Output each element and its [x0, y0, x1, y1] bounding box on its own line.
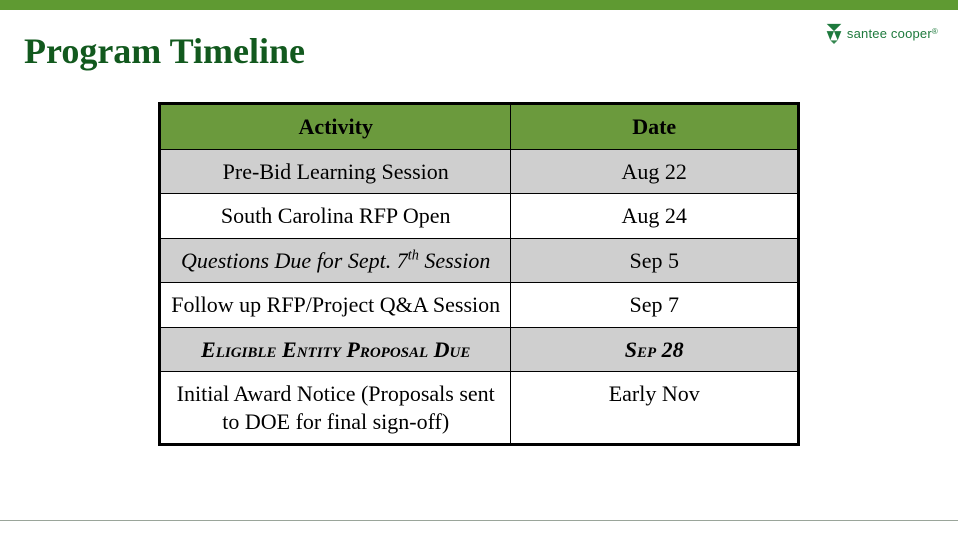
date-cell: Aug 24 [511, 194, 799, 239]
registered-mark: ® [932, 27, 938, 36]
timeline-tbody: Pre-Bid Learning SessionAug 22South Caro… [160, 149, 799, 445]
activity-cell: Initial Award Notice (Proposals sent to … [160, 372, 511, 445]
table-row: Questions Due for Sept. 7th SessionSep 5 [160, 238, 799, 283]
date-cell: Early Nov [511, 372, 799, 445]
table-header-row: Activity Date [160, 104, 799, 150]
bottom-divider [0, 520, 958, 521]
date-cell: Sep 28 [511, 327, 799, 372]
leaf-icon [823, 22, 845, 44]
table-row: Pre-Bid Learning SessionAug 22 [160, 149, 799, 194]
activity-cell: South Carolina RFP Open [160, 194, 511, 239]
table-row: Eligible Entity Proposal DueSep 28 [160, 327, 799, 372]
table-row: South Carolina RFP OpenAug 24 [160, 194, 799, 239]
activity-cell: Eligible Entity Proposal Due [160, 327, 511, 372]
col-header-activity: Activity [160, 104, 511, 150]
table-row: Follow up RFP/Project Q&A SessionSep 7 [160, 283, 799, 328]
table-row: Initial Award Notice (Proposals sent to … [160, 372, 799, 445]
activity-cell: Pre-Bid Learning Session [160, 149, 511, 194]
activity-cell: Questions Due for Sept. 7th Session [160, 238, 511, 283]
top-accent-bar [0, 0, 958, 10]
page-title: Program Timeline [24, 30, 305, 72]
col-header-date: Date [511, 104, 799, 150]
date-cell: Sep 7 [511, 283, 799, 328]
activity-cell: Follow up RFP/Project Q&A Session [160, 283, 511, 328]
brand-logo-text: santee cooper® [847, 26, 938, 41]
date-cell: Sep 5 [511, 238, 799, 283]
brand-logo: santee cooper® [823, 22, 938, 44]
timeline-table: Activity Date Pre-Bid Learning SessionAu… [158, 102, 800, 446]
date-cell: Aug 22 [511, 149, 799, 194]
